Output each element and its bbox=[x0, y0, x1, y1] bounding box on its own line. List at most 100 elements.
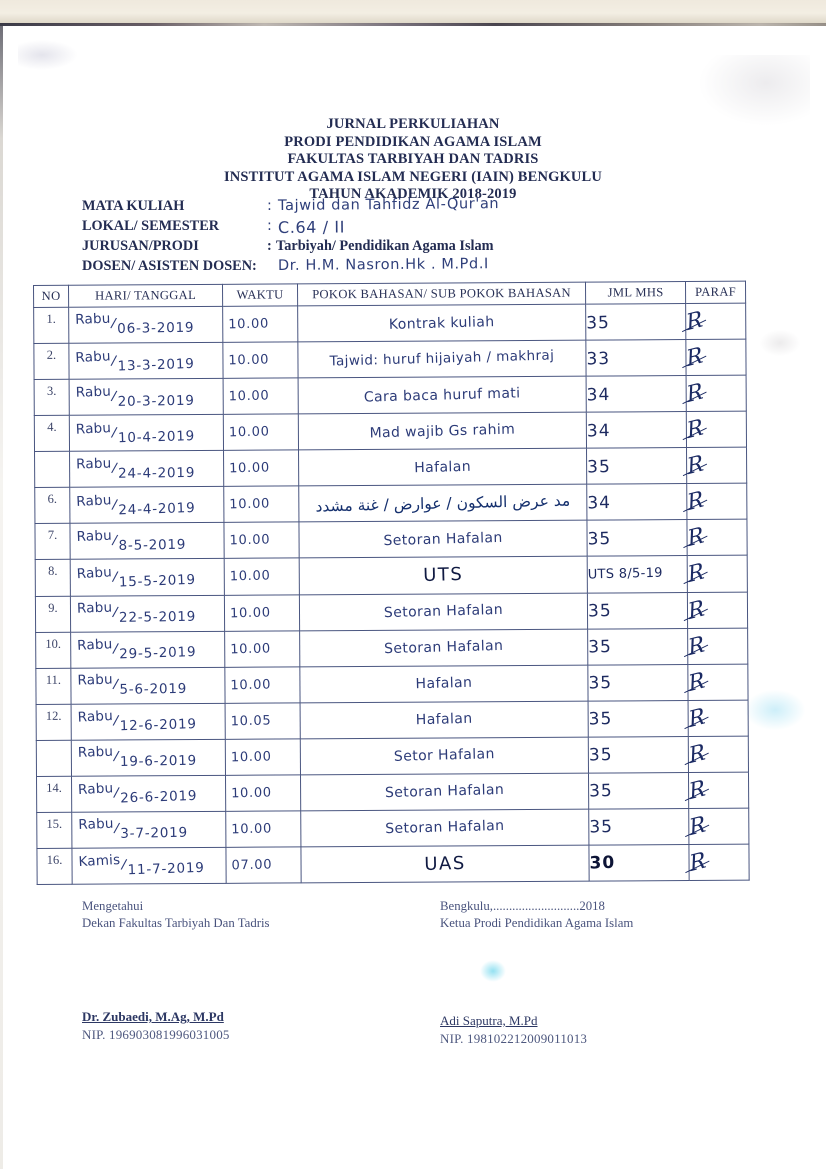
date-value: 15-5-2019 bbox=[118, 571, 197, 591]
table-row: 1. Rabu/06-3-2019 10.00 Kontrak kuliah 35 R bbox=[33, 303, 746, 344]
time-handwriting: 10.00 bbox=[230, 785, 273, 802]
course-info-fields: MATA KULIAH : Tajwid dan Tahfidz Al-Qur'… bbox=[82, 196, 742, 278]
student-count-handwriting: 34 bbox=[587, 492, 612, 514]
row-number bbox=[35, 464, 69, 476]
date-value: 06-3-2019 bbox=[117, 320, 195, 338]
cell-hari-tanggal: Rabu/26-6-2019 bbox=[71, 775, 226, 813]
cell-hari-tanggal: Rabu/10-4-2019 bbox=[69, 414, 224, 452]
signature-mark: R bbox=[685, 379, 714, 408]
topic-handwriting: Cara baca huruf mati bbox=[363, 385, 521, 406]
date-value: 29-5-2019 bbox=[119, 644, 197, 663]
signature-block-dekan: Dr. Zubaedi, M.Ag, M.Pd NIP. 19690308199… bbox=[82, 1008, 412, 1043]
footer-left-line-1: Mengetahui bbox=[82, 899, 144, 913]
row-number: 11. bbox=[45, 672, 62, 687]
cell-paraf: R bbox=[685, 303, 746, 340]
cell-paraf: R bbox=[686, 519, 748, 556]
day-name: Rabu bbox=[74, 311, 111, 329]
cell-paraf: R bbox=[688, 844, 750, 881]
time-handwriting: 10.00 bbox=[229, 604, 271, 621]
student-count-handwriting: 34 bbox=[586, 420, 611, 442]
cell-hari-tanggal: Rabu/3-7-2019 bbox=[71, 811, 226, 849]
date-handwriting: Rabu/29-5-2019 bbox=[71, 636, 224, 662]
cell-jml-mhs: 35 bbox=[587, 628, 688, 665]
field-value: C.64 / II bbox=[277, 217, 346, 237]
date-handwriting: Rabu/10-4-2019 bbox=[70, 420, 223, 446]
table-row: 6. Rabu/24-4-2019 10.00 مد عرض السكون / عوا… bbox=[34, 483, 747, 524]
cell-hari-tanggal: Rabu/8-5-2019 bbox=[69, 522, 225, 560]
document-masthead: JURNAL PERKULIAHAN PRODI PENDIDIKAN AGAM… bbox=[0, 116, 826, 204]
cell-pokok-bahasan: Setoran Hafalan bbox=[300, 772, 589, 811]
day-name: Rabu bbox=[75, 419, 112, 438]
cell-waktu: 10.05 bbox=[225, 702, 301, 740]
day-name: Rabu bbox=[74, 347, 112, 366]
date-handwriting: Rabu/3-7-2019 bbox=[72, 816, 225, 842]
date-value: 5-6-2019 bbox=[119, 680, 188, 698]
student-count-handwriting: 35 bbox=[587, 528, 612, 550]
cell-hari-tanggal: Kamis/11-7-2019 bbox=[71, 847, 227, 885]
column-header-pokok: POKOK BAHASAN/ SUB POKOK BAHASAN bbox=[297, 282, 586, 306]
signature-mark: R bbox=[687, 703, 716, 733]
scanner-edge-band bbox=[0, 0, 826, 24]
cell-no: 8. bbox=[35, 559, 71, 596]
student-count-handwriting: 35 bbox=[589, 817, 614, 838]
signature-mark: R bbox=[686, 559, 716, 589]
cell-no: 6. bbox=[34, 487, 70, 524]
signature-mark: R bbox=[687, 740, 717, 769]
cell-jml-mhs: 34 bbox=[586, 411, 687, 449]
student-count-handwriting: 35 bbox=[588, 673, 613, 694]
cell-pokok-bahasan: Setoran Hafalan bbox=[299, 628, 588, 667]
cell-jml-mhs: 35 bbox=[587, 664, 689, 701]
table-row: 11. Rabu/5-6-2019 10.00 Hafalan 35 R bbox=[35, 663, 749, 705]
cell-no: 10. bbox=[35, 631, 71, 669]
cell-no bbox=[34, 451, 70, 488]
cell-jml-mhs: 35 bbox=[587, 592, 688, 629]
cell-paraf: R bbox=[685, 411, 747, 448]
table-row: 14. Rabu/26-6-2019 10.00 Setoran Hafalan 35 R bbox=[36, 771, 749, 813]
cell-no: 3. bbox=[34, 379, 70, 416]
cell-waktu: 10.00 bbox=[224, 594, 300, 631]
time-handwriting: 10.00 bbox=[228, 316, 270, 333]
topic-handwriting: Kontrak kuliah bbox=[388, 313, 495, 333]
masthead-line-1: JURNAL PERKULIAHAN bbox=[326, 116, 500, 132]
topic-handwriting: Setoran Hafalan bbox=[383, 529, 503, 550]
table-row: 8. Rabu/15-5-2019 10.00 UTS UTS 8/5-19 R bbox=[35, 555, 748, 596]
time-handwriting: 10.00 bbox=[230, 640, 272, 657]
row-number: 7. bbox=[47, 528, 58, 543]
cell-pokok-bahasan: Mad wajib Gs rahim bbox=[298, 412, 587, 451]
time-handwriting: 10.00 bbox=[228, 424, 270, 441]
footer-right-line-1: Bengkulu,...........................2018 bbox=[440, 899, 605, 913]
signature-mark: R bbox=[688, 848, 717, 877]
date-handwriting: Rabu/22-5-2019 bbox=[71, 600, 224, 626]
column-header-hari: HARI/ TANGGAL bbox=[68, 284, 223, 308]
date-handwriting: Rabu/15-5-2019 bbox=[71, 564, 224, 590]
signature-mark: R bbox=[687, 631, 716, 661]
row-number: 15. bbox=[46, 816, 63, 831]
cell-paraf: R bbox=[687, 627, 748, 665]
row-number: 4. bbox=[47, 420, 57, 435]
time-handwriting: 10.00 bbox=[228, 388, 270, 405]
row-number: 3. bbox=[46, 384, 57, 399]
cell-pokok-bahasan: Setoran Hafalan bbox=[300, 808, 589, 847]
date-value: 3-7-2019 bbox=[120, 824, 189, 843]
day-name: Rabu bbox=[76, 527, 113, 545]
table-row: 12. Rabu/12-6-2019 10.05 Hafalan 35 R bbox=[36, 699, 749, 741]
cell-jml-mhs: 35 bbox=[586, 447, 687, 485]
date-handwriting: Kamis/11-7-2019 bbox=[72, 852, 225, 878]
cell-waktu: 10.00 bbox=[223, 414, 299, 451]
field-separator: : bbox=[266, 217, 273, 234]
cell-no: 9. bbox=[35, 595, 71, 633]
date-handwriting: Rabu/26-6-2019 bbox=[72, 781, 225, 807]
cell-no: 1. bbox=[33, 307, 69, 344]
date-value: 8-5-2019 bbox=[118, 536, 187, 554]
time-handwriting: 10.00 bbox=[230, 677, 272, 694]
signature-block-kaprodi: Adi Saputra, M.Pd NIP. 19810221200901101… bbox=[440, 1012, 790, 1047]
masthead-line-2: PRODI PENDIDIKAN AGAMA ISLAM bbox=[284, 133, 542, 150]
time-handwriting: 10.00 bbox=[228, 352, 270, 369]
cell-no: 14. bbox=[36, 776, 72, 813]
student-count-handwriting: 35 bbox=[588, 745, 613, 766]
cell-paraf: R bbox=[687, 663, 749, 701]
cell-jml-mhs: 35 bbox=[588, 772, 689, 809]
table-row: Rabu/19-6-2019 10.00 Setor Hafalan 35 R bbox=[36, 735, 749, 777]
signatory-name: Adi Saputra, M.Pd bbox=[440, 1013, 538, 1028]
cell-waktu: 10.00 bbox=[222, 305, 298, 343]
